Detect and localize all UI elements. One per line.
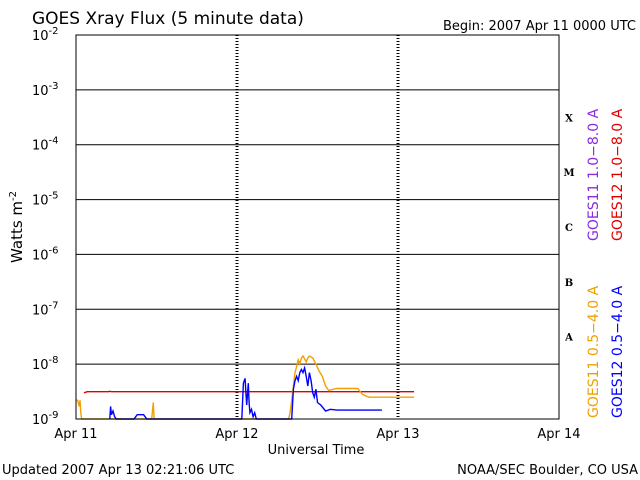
updated-label: Updated 2007 Apr 13 02:21:06 UTC (2, 463, 234, 478)
y-tick-label: 10-6 (32, 245, 59, 263)
y-tick-base: 10 (32, 84, 49, 99)
y-axis-title-sup: -2 (8, 191, 19, 201)
legend-goes11-short-label: GOES11 0.5−4.0 A (586, 285, 602, 418)
series-line (76, 354, 415, 420)
y-axis-title-text: Watts m (8, 201, 26, 263)
y-tick-base: 10 (32, 194, 49, 209)
y-tick-exponent: -5 (49, 191, 59, 202)
y-tick-base: 10 (32, 303, 49, 318)
y-tick-base: 10 (32, 413, 49, 428)
series-line (109, 365, 382, 420)
legend-upper: GOES11 1.0−8.0 A GOES12 1.0−8.0 A (586, 108, 626, 241)
flare-class-label: B (565, 278, 573, 289)
x-tick-label: Apr 13 (376, 427, 419, 442)
y-tick-label: 10-7 (32, 300, 59, 318)
y-tick-exponent: -9 (49, 410, 59, 421)
chart-title: GOES Xray Flux (5 minute data) (32, 9, 304, 29)
y-tick-label: 10-4 (32, 136, 59, 154)
source-label: NOAA/SEC Boulder, CO USA (457, 463, 638, 478)
legend-goes12-short: GOES12 0.5−4.0 A (610, 285, 626, 418)
y-tick-exponent: -4 (49, 136, 59, 147)
y-tick-exponent: -3 (49, 81, 59, 92)
series-line (83, 390, 415, 394)
flare-class-label: M (563, 168, 574, 179)
x-tick-label: Apr 12 (215, 427, 258, 442)
flare-class-label: X (565, 113, 573, 124)
legend-goes11-long: GOES11 1.0−8.0 A (586, 108, 602, 241)
legend-goes11-short: GOES11 0.5−4.0 A (586, 285, 602, 418)
legend-goes12-long: GOES12 1.0−8.0 A (610, 108, 626, 241)
flare-class-label: A (564, 333, 573, 344)
y-tick-base: 10 (32, 358, 49, 373)
y-axis-title: Watts m-2 (8, 191, 26, 263)
y-tick-exponent: -2 (49, 26, 59, 37)
y-tick-label: 10-9 (32, 410, 59, 428)
y-tick-exponent: -6 (49, 245, 59, 256)
y-tick-exponent: -8 (49, 355, 59, 366)
legend-lower: GOES11 0.5−4.0 A GOES12 0.5−4.0 A (586, 285, 626, 418)
y-tick-label: 10-3 (32, 81, 59, 99)
y-tick-label: 10-8 (32, 355, 59, 373)
y-tick-label: 10-2 (32, 26, 59, 44)
x-tick-label: Apr 14 (537, 427, 580, 442)
legend-goes12-long-label: GOES12 1.0−8.0 A (610, 108, 626, 241)
begin-label: Begin: 2007 Apr 11 0000 UTC (443, 19, 636, 34)
y-tick-base: 10 (32, 29, 49, 44)
y-tick-base: 10 (32, 248, 49, 263)
x-tick-label: Apr 11 (54, 427, 97, 442)
y-tick-label: 10-5 (32, 191, 59, 209)
flare-class-label: C (565, 223, 573, 234)
legend-goes11-long-label: GOES11 1.0−8.0 A (586, 108, 602, 241)
plot-area (76, 35, 559, 420)
legend-goes12-short-label: GOES12 0.5−4.0 A (610, 285, 626, 418)
y-tick-base: 10 (32, 139, 49, 154)
plot-frame (75, 34, 560, 420)
x-axis-title: Universal Time (268, 443, 365, 458)
y-tick-exponent: -7 (49, 300, 59, 311)
